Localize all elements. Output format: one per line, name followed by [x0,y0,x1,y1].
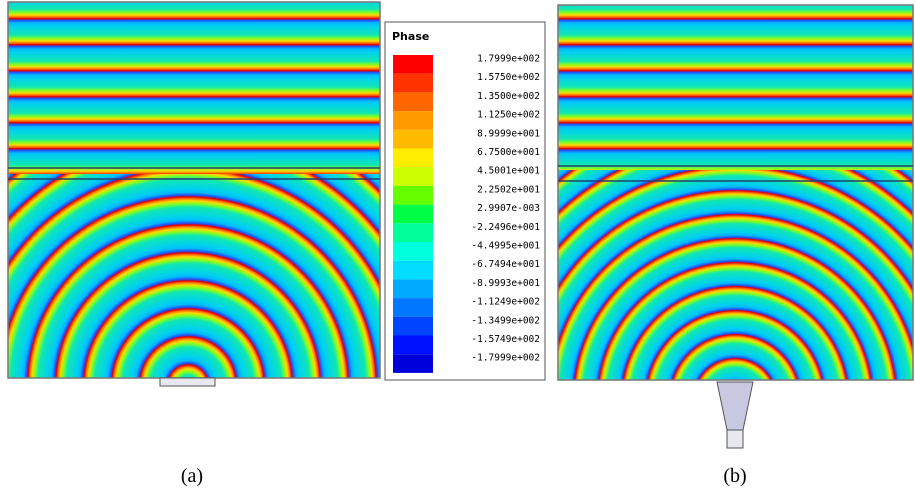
lower-field [8,174,380,378]
legend-swatch [393,111,433,130]
lower-field [558,170,913,380]
legend-label: -4.4995e+001 [471,241,540,252]
panel-a [7,1,381,387]
legend-swatch [393,55,433,74]
legend-title: Phase [392,30,429,43]
legend-swatch [393,167,433,186]
legend-label: -6.7494e+001 [471,259,540,270]
waveguide [726,429,744,449]
panel-border [557,4,914,381]
caption: (a) [181,465,203,487]
legend-label: -1.3499e+002 [471,315,540,326]
upper-field [558,5,913,170]
legend-swatch [393,298,433,317]
legend-swatch [393,260,433,280]
legend-label: 4.5001e+001 [477,166,540,177]
legend-swatch [393,223,433,242]
feed [159,377,216,387]
legend-swatch [393,316,433,336]
legend-label: 1.1250e+002 [477,110,540,121]
legend-label: -8.9993e+001 [471,278,540,289]
panel-b [557,4,914,449]
legend-swatch [393,129,433,149]
legend-label: -1.7999e+002 [471,353,540,364]
legend-swatch [393,185,433,205]
legend-swatch [393,279,433,299]
upper-field [8,2,380,174]
legend-label: -1.1249e+002 [471,297,540,308]
legend-swatch [393,335,433,355]
legend-swatch [393,92,433,112]
legend-label: 1.3500e+002 [477,91,540,102]
legend-swatch [393,242,433,261]
legend-label: 6.7500e+001 [477,147,540,158]
horn-feed [716,381,754,431]
legend-label: -2.2496e+001 [471,222,540,233]
legend-swatch [393,354,433,373]
legend-swatch [393,204,433,224]
legend-label: 1.7999e+002 [477,54,540,65]
legend: Phase 1.7999e+002 1.5750e+002 1.3500e+002 1… [384,21,546,381]
legend-label: -1.5749e+002 [471,334,540,345]
legend-swatch [393,148,433,168]
legend-label: 2.9907e-003 [477,203,540,214]
legend-label: 2.2502e+001 [477,184,540,195]
legend-swatch [393,73,433,93]
legend-label: 8.9999e+001 [477,128,540,139]
caption: (b) [723,465,746,487]
legend-label: 1.5750e+002 [477,72,540,83]
